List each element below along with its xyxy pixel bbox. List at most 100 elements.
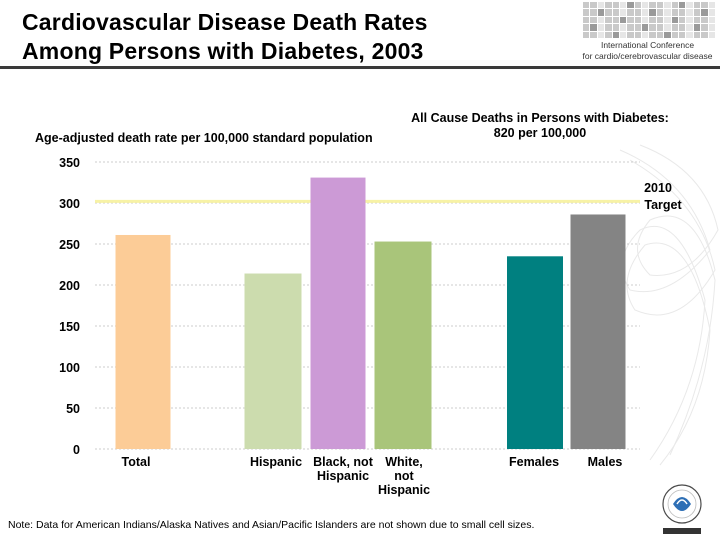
logo-mosaic-cell bbox=[605, 9, 612, 16]
logo-mosaic-cell bbox=[664, 9, 671, 16]
category-label: Black, not bbox=[313, 455, 374, 469]
logo-mosaic-cell bbox=[656, 9, 664, 16]
logo-mosaic-cell bbox=[597, 16, 605, 24]
logo-mosaic-cell bbox=[701, 31, 708, 38]
bar bbox=[310, 177, 366, 449]
logo-mosaic-cell bbox=[693, 9, 701, 16]
bars bbox=[115, 177, 626, 449]
logo-mosaic-cell bbox=[605, 31, 612, 38]
y-tick-labels: 0 50 100 150 200 250 300 350 bbox=[59, 156, 80, 457]
logo-mosaic-cell bbox=[701, 2, 708, 9]
bar bbox=[570, 214, 626, 449]
logo-mosaic-cell bbox=[642, 2, 649, 9]
title-line-1: Cardiovascular Disease Death Rates bbox=[22, 9, 428, 35]
logo-mosaic-cell bbox=[649, 2, 656, 9]
logo-mosaic-cell bbox=[583, 16, 590, 24]
conference-logo-line-2: for cardio/cerebrovascular disease bbox=[582, 51, 713, 61]
logo-mosaic-cell bbox=[664, 31, 671, 38]
logo-mosaic-cell bbox=[679, 2, 686, 9]
logo-mosaic-cell bbox=[679, 24, 686, 31]
logo-mosaic-cell bbox=[671, 31, 679, 38]
logo-mosaic-cell bbox=[664, 24, 671, 31]
logo-mosaic-cell bbox=[597, 31, 605, 38]
logo-mosaic-cell bbox=[590, 31, 597, 38]
category-label: White, bbox=[385, 455, 423, 469]
logo-mosaic-cell bbox=[649, 24, 656, 31]
logo-mosaic-cell bbox=[701, 9, 708, 16]
logo-mosaic-cell bbox=[656, 2, 664, 9]
category-labels: Total Hispanic Black, notHispanicWhite,not… bbox=[122, 455, 623, 497]
logo-mosaic-cell bbox=[701, 16, 708, 24]
logo-mosaic-cell bbox=[693, 16, 701, 24]
logo-mosaic-cell bbox=[671, 24, 679, 31]
gridlines bbox=[95, 161, 640, 450]
logo-mosaic-cell bbox=[664, 16, 671, 24]
logo-mosaic-cell bbox=[679, 16, 686, 24]
logo-mosaic-cell bbox=[627, 24, 634, 31]
logo-mosaic-cell bbox=[627, 16, 634, 24]
bar bbox=[507, 256, 563, 449]
logo-mosaic-cell bbox=[634, 2, 642, 9]
logo-mosaic-cell bbox=[693, 24, 701, 31]
y-tick-label: 200 bbox=[59, 279, 80, 293]
y-tick-label: 150 bbox=[59, 320, 80, 334]
logo-mosaic-cell bbox=[708, 24, 715, 31]
category-label: Hispanic bbox=[378, 483, 430, 497]
logo-mosaic-cell bbox=[634, 31, 642, 38]
logo-mosaic-cell bbox=[590, 24, 597, 31]
title-line-2: Among Persons with Diabetes, 2003 bbox=[22, 38, 424, 64]
logo-mosaic-cell bbox=[642, 16, 649, 24]
logo-mosaic-cell bbox=[656, 31, 664, 38]
logo-mosaic-cell bbox=[649, 9, 656, 16]
logo-mosaic-cell bbox=[597, 2, 605, 9]
logo-mosaic-cell bbox=[686, 2, 693, 9]
logo-mosaic-cell bbox=[642, 9, 649, 16]
logo-mosaic-cell bbox=[634, 9, 642, 16]
footnote: Note: Data for American Indians/Alaska N… bbox=[8, 519, 535, 531]
organization-logo bbox=[662, 484, 702, 534]
conference-logo-mosaic bbox=[583, 2, 715, 38]
conference-logo-line-1: International Conference bbox=[600, 40, 695, 50]
category-label: Hispanic bbox=[317, 469, 369, 483]
y-tick-label: 100 bbox=[59, 361, 80, 375]
y-tick-label: 300 bbox=[59, 197, 80, 211]
y-tick-label: 350 bbox=[59, 156, 80, 170]
logo-mosaic-cell bbox=[686, 9, 693, 16]
target-label-line-1: 2010 bbox=[644, 181, 672, 195]
category-label: Total bbox=[122, 455, 151, 469]
logo-mosaic-cell bbox=[679, 9, 686, 16]
annotation-line-1: All Cause Deaths in Persons with Diabete… bbox=[411, 111, 669, 125]
logo-mosaic-cell bbox=[708, 16, 715, 24]
logo-mosaic-cell bbox=[708, 31, 715, 38]
logo-mosaic-cell bbox=[634, 24, 642, 31]
logo-mosaic-cell bbox=[605, 2, 612, 9]
category-label: not bbox=[394, 469, 414, 483]
logo-mosaic-cell bbox=[612, 16, 619, 24]
logo-mosaic-cell bbox=[619, 16, 627, 24]
logo-mosaic-cell bbox=[671, 16, 679, 24]
y-tick-label: 0 bbox=[73, 443, 80, 457]
logo-mosaic-cell bbox=[693, 2, 701, 9]
title-divider bbox=[0, 66, 720, 69]
logo-mosaic-cell bbox=[642, 24, 649, 31]
bar bbox=[115, 234, 171, 449]
logo-mosaic-cell bbox=[686, 31, 693, 38]
bar bbox=[244, 273, 302, 449]
logo-mosaic-cell bbox=[634, 16, 642, 24]
logo-mosaic-cell bbox=[664, 2, 671, 9]
logo-mosaic-cell bbox=[597, 9, 605, 16]
logo-mosaic-cell bbox=[583, 2, 590, 9]
logo-mosaic-cell bbox=[627, 2, 634, 9]
logo-mosaic-cell bbox=[701, 24, 708, 31]
logo-mosaic-cell bbox=[627, 31, 634, 38]
bar bbox=[374, 241, 432, 449]
logo-mosaic-cell bbox=[679, 31, 686, 38]
logo-mosaic-cell bbox=[671, 9, 679, 16]
conference-logo: International Conference for cardio/cere… bbox=[575, 2, 720, 64]
y-tick-label: 50 bbox=[66, 402, 80, 416]
logo-mosaic-cell bbox=[671, 2, 679, 9]
logo-mosaic-cell bbox=[583, 9, 590, 16]
logo-mosaic-cell bbox=[612, 9, 619, 16]
category-label: Hispanic bbox=[250, 455, 302, 469]
logo-mosaic-cell bbox=[656, 16, 664, 24]
